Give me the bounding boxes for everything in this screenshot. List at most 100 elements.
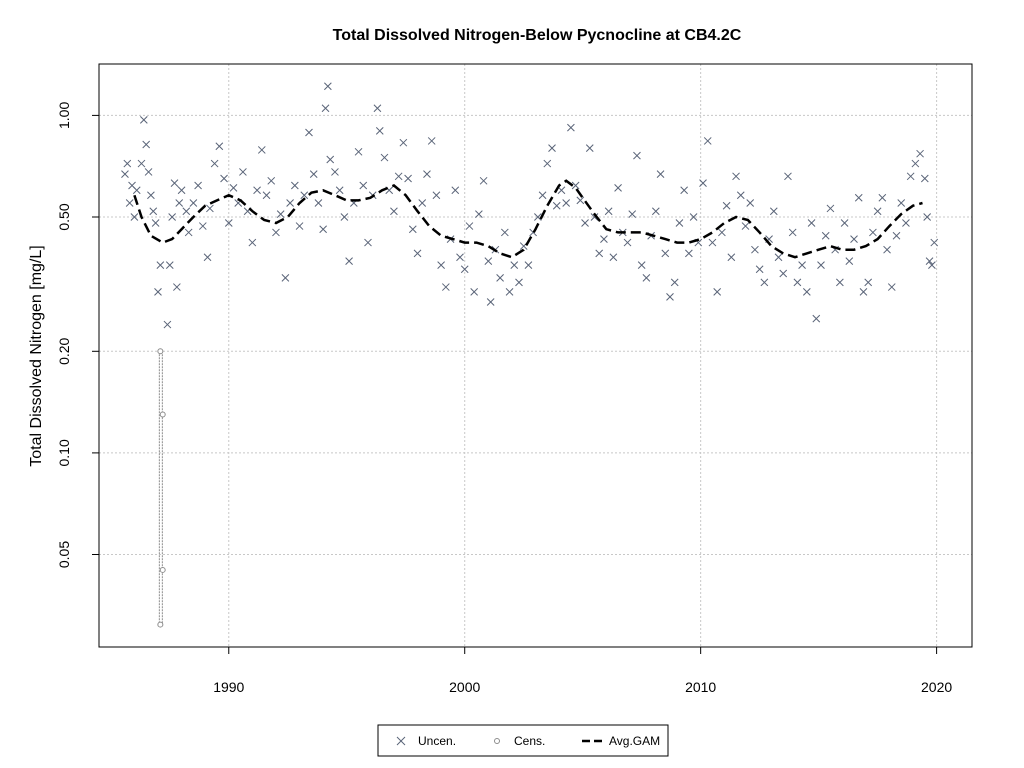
point-uncensored (656, 170, 665, 178)
point-uncensored (892, 231, 901, 240)
point-uncensored (873, 207, 882, 216)
point-uncensored (418, 199, 427, 207)
point-uncensored (736, 191, 745, 200)
point-uncensored (262, 191, 271, 200)
point-uncensored (680, 186, 688, 195)
point-uncensored (380, 153, 389, 162)
point-uncensored (173, 283, 181, 291)
legend-marker-uncen (396, 736, 406, 746)
point-uncensored (321, 104, 330, 113)
point-uncensored (276, 210, 285, 218)
point-uncensored (460, 265, 469, 274)
point-uncensored (543, 159, 552, 168)
point-uncensored (456, 253, 464, 262)
point-uncensored (413, 249, 422, 258)
point-censored (159, 411, 166, 418)
point-uncensored (604, 207, 613, 216)
series-layer (121, 82, 939, 628)
point-uncensored (515, 278, 523, 287)
point-uncensored (437, 261, 445, 269)
y-tick-label: 0.10 (56, 439, 72, 466)
point-uncensored (142, 140, 151, 149)
point-uncensored (699, 179, 707, 187)
point-uncensored (184, 228, 193, 237)
point-uncensored (623, 238, 632, 247)
point-uncensored (718, 228, 726, 237)
point-uncensored (309, 170, 318, 178)
point-uncensored (817, 261, 825, 269)
legend-label-gam: Avg.GAM (609, 734, 660, 748)
point-uncensored (590, 213, 599, 221)
point-uncensored (272, 228, 280, 237)
point-uncensored (156, 261, 165, 269)
point-uncensored (883, 245, 891, 254)
point-uncensored (324, 82, 332, 91)
point-uncensored (441, 283, 450, 291)
point-uncensored (281, 274, 290, 282)
point-uncensored (836, 278, 844, 287)
point-uncensored (486, 298, 495, 306)
point-uncensored (354, 147, 363, 156)
point-uncensored (887, 283, 896, 291)
point-uncensored (774, 253, 783, 262)
point-uncensored (534, 213, 542, 221)
point-uncensored (633, 151, 641, 160)
point-uncensored (746, 199, 755, 207)
point-uncensored (139, 116, 148, 124)
point-censored (157, 348, 164, 355)
point-uncensored (154, 288, 162, 296)
point-uncensored (637, 261, 646, 269)
point-uncensored (727, 253, 736, 262)
point-uncensored (845, 257, 854, 265)
point-uncensored (840, 219, 849, 227)
point-uncensored (319, 225, 328, 234)
point-uncensored (479, 176, 488, 185)
point-uncensored (123, 159, 132, 168)
point-uncensored (708, 238, 717, 247)
point-uncensored (585, 144, 594, 152)
point-uncensored (500, 228, 509, 237)
point-uncensored (130, 213, 139, 221)
legend-label-cens: Cens. (514, 734, 545, 748)
x-tick-label: 2000 (449, 679, 480, 695)
point-uncensored (769, 207, 778, 216)
y-axis-title: Total Dissolved Nitrogen [mg/L] (28, 245, 45, 466)
point-uncensored (170, 179, 179, 187)
point-uncensored (364, 238, 372, 247)
point-uncensored (869, 228, 877, 237)
point-uncensored (373, 104, 382, 113)
point-uncensored (194, 181, 202, 190)
point-uncensored (930, 238, 939, 247)
point-uncensored (121, 170, 129, 178)
point-uncensored (670, 278, 679, 287)
point-uncensored (826, 204, 835, 213)
point-uncensored (689, 213, 698, 221)
point-uncensored (305, 128, 313, 137)
x-tick-label: 2010 (685, 679, 716, 695)
point-uncensored (793, 278, 802, 287)
point-uncensored (286, 199, 294, 207)
point-uncensored (359, 181, 368, 190)
point-uncensored (505, 288, 514, 296)
point-uncensored (470, 288, 479, 296)
point-uncensored (423, 170, 431, 178)
point-uncensored (326, 155, 335, 164)
x-axis: 1990 2000 2010 2020 (213, 647, 952, 695)
gam-line (133, 179, 923, 259)
point-uncensored (151, 219, 160, 227)
point-uncensored (906, 172, 915, 181)
point-uncensored (394, 172, 403, 181)
point-uncensored (215, 142, 224, 151)
point-uncensored (784, 172, 792, 181)
legend-marker-cens (494, 738, 500, 744)
point-censored (157, 621, 164, 628)
point-uncensored (314, 199, 323, 207)
point-uncensored (595, 249, 604, 258)
point-uncensored (859, 288, 868, 296)
point-uncensored (614, 183, 622, 192)
point-uncensored (878, 193, 887, 202)
point-uncensored (465, 222, 474, 230)
grid (99, 64, 972, 647)
point-uncensored (390, 207, 398, 216)
